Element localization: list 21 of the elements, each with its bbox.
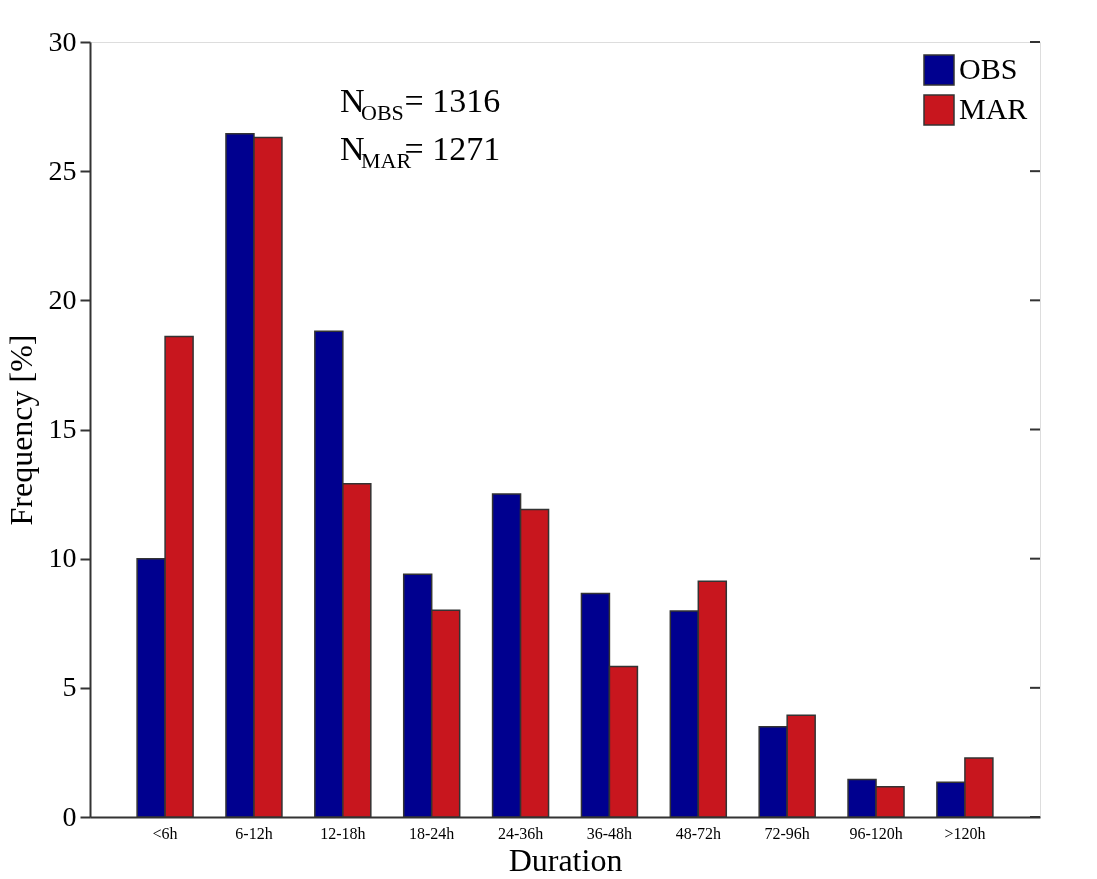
x-tick-label: 12-18h <box>320 824 366 842</box>
x-tick-label: 96-120h <box>849 824 903 842</box>
x-tick-label: 18-24h <box>409 824 455 842</box>
x-tick-label: 48-72h <box>675 824 721 842</box>
x-tick-label: 24-36h <box>497 824 544 842</box>
x-tick-label: >120h <box>944 824 986 842</box>
legend-label: MAR <box>959 92 1028 125</box>
y-tick-label: 25 <box>48 154 77 186</box>
y-tick-label: 15 <box>48 413 77 444</box>
y-tick-label: 0 <box>62 800 77 832</box>
y-tick-label: 30 <box>48 25 77 57</box>
x-axis-title: Duration <box>508 841 623 878</box>
y-tick-label: 20 <box>48 283 77 315</box>
x-tick-label: 36-48h <box>586 824 633 842</box>
x-tick-label: <6h <box>152 824 178 842</box>
x-tick-label: 72-96h <box>764 824 810 842</box>
x-tick-label: 6-12h <box>235 824 273 842</box>
y-tick-label: 10 <box>48 542 77 574</box>
y-axis-title: Frequency [%] <box>2 334 39 526</box>
y-tick-label: 5 <box>62 671 77 703</box>
legend-label: OBS <box>959 52 1018 85</box>
